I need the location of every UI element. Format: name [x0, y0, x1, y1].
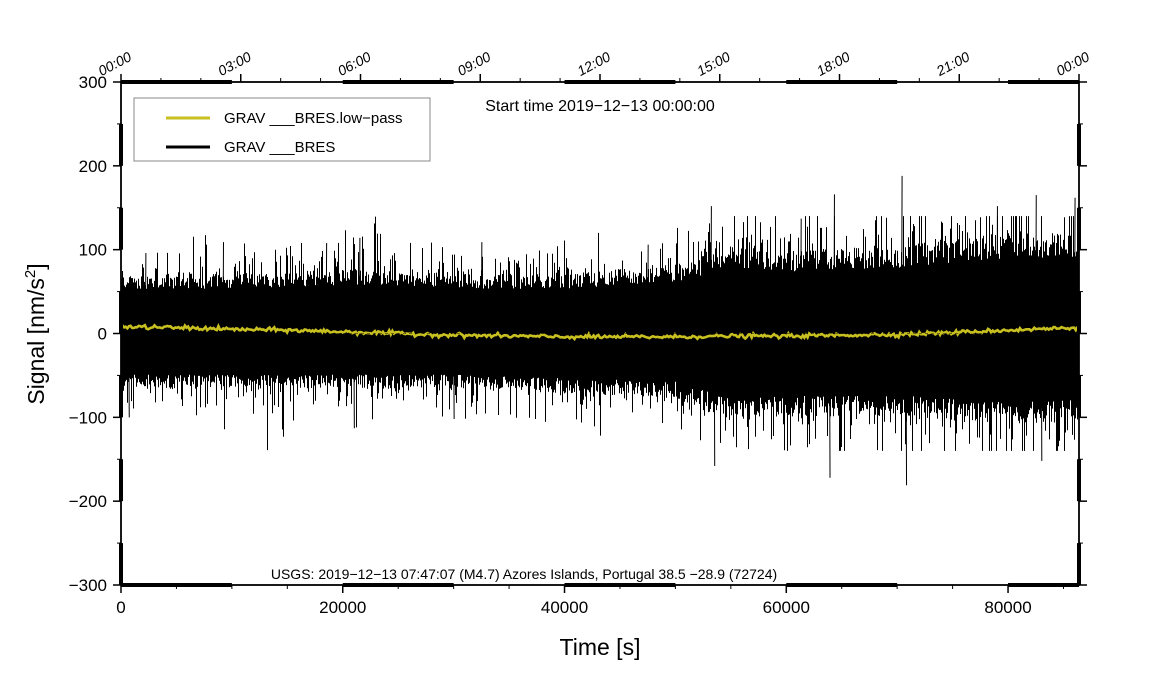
series-raw-peak: [829, 333, 831, 478]
top-tick-label: 00:00: [95, 48, 134, 79]
x-tick-label: 20000: [319, 598, 366, 617]
frame-segment: [1077, 459, 1081, 502]
series-raw-group: [121, 175, 1079, 486]
series-raw-peak: [453, 333, 455, 420]
top-tick-label: 15:00: [694, 48, 733, 79]
frame-segment: [1077, 543, 1081, 585]
event-annotation: USGS: 2019−12−13 07:47:07 (M4.7) Azores …: [271, 566, 777, 582]
y-axis-title-main: Signal [nm/s: [23, 278, 49, 405]
x-tick-label: 80000: [984, 598, 1031, 617]
x-tick-label: 0: [116, 598, 125, 617]
series-raw-peak: [901, 175, 903, 334]
legend-label-raw: GRAV ___BRES: [224, 139, 335, 156]
frame-segment: [1077, 375, 1081, 418]
y-tick-label: −300: [69, 576, 107, 595]
legend-box: [133, 97, 431, 162]
series-raw-peak: [144, 253, 147, 334]
frame-segment: [119, 543, 123, 585]
series-raw-peak: [1074, 197, 1076, 334]
y-tick-label: 100: [79, 241, 107, 260]
legend-label-lowpass: GRAV ___BRES.low−pass: [224, 110, 403, 127]
frame-segment: [119, 123, 123, 166]
series-raw-peak: [710, 206, 712, 334]
y-axis: −300 −200 −100 0 100 200 300: [69, 73, 1087, 595]
frame-segment: [119, 207, 123, 250]
series-raw-peak: [128, 333, 130, 418]
top-tick-label: 00:00: [1053, 48, 1092, 79]
frame-segment: [342, 80, 454, 84]
x-axis: 0 20000 40000 60000 80000: [116, 585, 1064, 617]
start-time-annotation: Start time 2019−12−13 00:00:00: [485, 98, 715, 115]
x-tick-label: 60000: [763, 598, 810, 617]
top-tick-label: 18:00: [814, 48, 853, 79]
series-raw-peak: [800, 218, 802, 334]
series-raw-peak: [713, 333, 716, 466]
top-tick-label: 12:00: [574, 48, 613, 79]
frame-segment: [1008, 583, 1079, 587]
frame-segment: [1008, 80, 1079, 84]
x-tick-label: 40000: [541, 598, 588, 617]
series-raw-peak: [1040, 333, 1043, 461]
series-raw-peak: [325, 242, 328, 334]
top-tick-label: 06:00: [335, 48, 374, 79]
frame-segment: [1077, 123, 1081, 166]
y-tick-label: −100: [69, 408, 107, 427]
series-lowpass-line: [120, 322, 1080, 342]
frame-segment: [786, 80, 898, 84]
series-raw-peak: [358, 237, 361, 334]
y-tick-label: −200: [69, 492, 107, 511]
top-tick-label: 21:00: [933, 48, 973, 79]
frame-segment: [121, 80, 232, 84]
y-axis-title-end: ]: [23, 263, 49, 269]
frame-segment: [119, 459, 123, 502]
series-raw-peak: [996, 206, 998, 334]
y-tick-label: 0: [98, 325, 107, 344]
x-axis-title: Time [s]: [560, 634, 641, 660]
series-raw-peak: [905, 333, 908, 486]
series-raw-peak: [222, 242, 225, 334]
y-axis-title-sup: 2: [22, 270, 39, 278]
frame-segment: [119, 375, 123, 418]
series-raw-peak: [480, 242, 483, 334]
series-raw-peak: [833, 194, 835, 334]
top-time-axis: 00:00 03:00 06:00 09:00 12:00 15:00 18:00 21:00…: [95, 48, 1092, 82]
top-tick-label: 03:00: [215, 48, 254, 79]
y-tick-label: 200: [79, 157, 107, 176]
frame-segment: [119, 291, 123, 334]
series-raw-peak: [647, 244, 649, 334]
series-raw-peak: [353, 333, 355, 429]
legend: GRAV ___BRES.low−pass GRAV ___BRES: [133, 97, 431, 162]
frame-segment: [1077, 291, 1081, 334]
frame-segment: [1077, 207, 1081, 250]
series-raw-peak: [538, 250, 541, 334]
y-tick-label: 300: [79, 73, 107, 92]
series-raw-peak: [1035, 195, 1037, 334]
y-axis-title: Signal [nm/s2]: [22, 263, 49, 404]
frame-segment: [564, 80, 676, 84]
top-tick-label: 09:00: [455, 48, 494, 79]
